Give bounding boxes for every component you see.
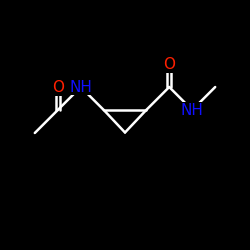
Text: NH: NH: [69, 80, 92, 94]
Text: O: O: [163, 57, 175, 72]
Text: O: O: [52, 80, 64, 95]
Text: NH: NH: [181, 102, 204, 118]
